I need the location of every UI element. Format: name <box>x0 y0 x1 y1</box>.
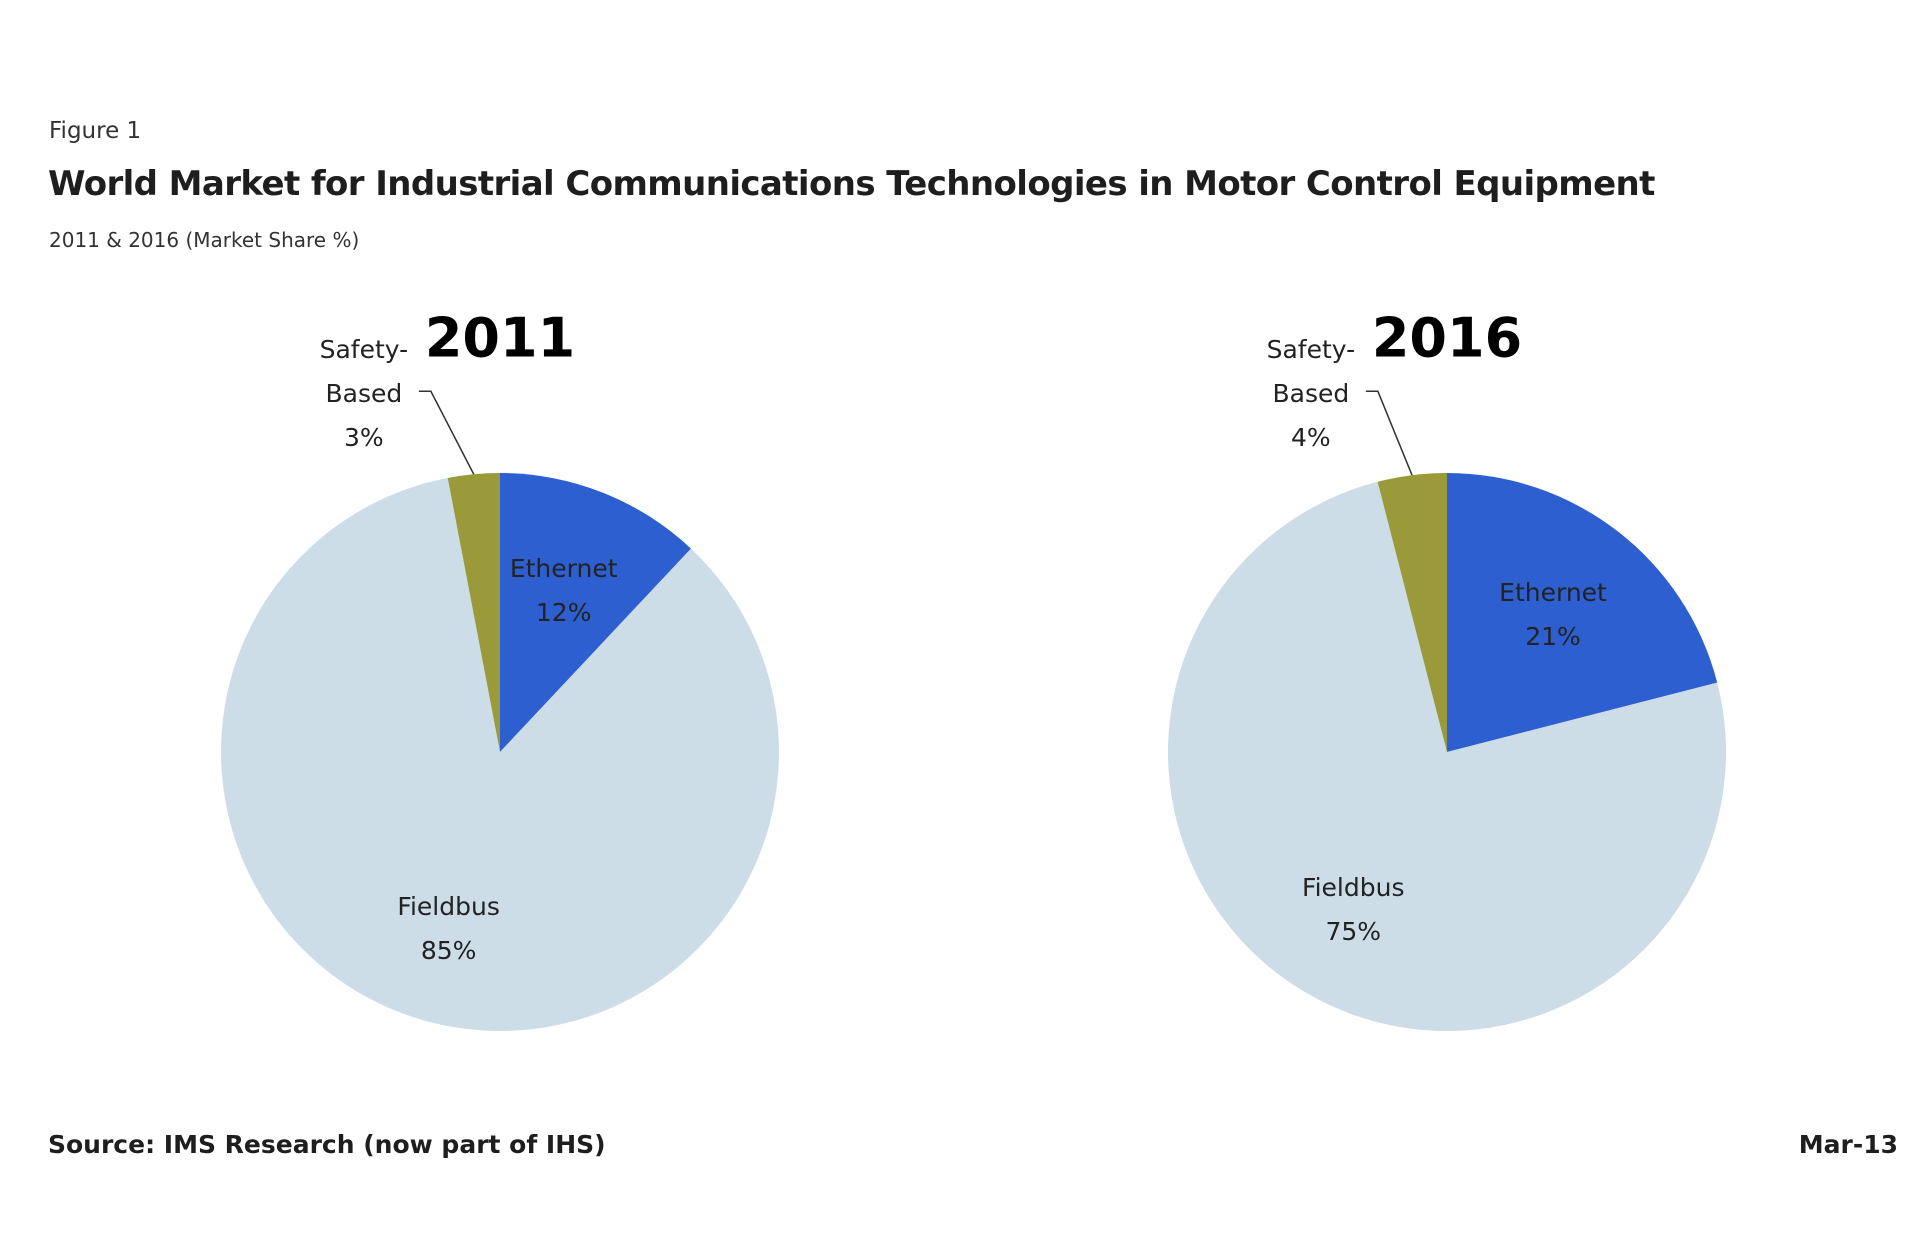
slice-value: 75% <box>1325 917 1382 947</box>
slice-label: Safety-Based 3% <box>309 328 419 460</box>
slice-value: 3% <box>344 423 384 453</box>
slice-value: 12% <box>535 598 592 628</box>
subtitle: 2011 & 2016 (Market Share %) <box>49 228 360 252</box>
slice-name: Ethernet <box>1499 578 1607 608</box>
leader-line <box>1365 390 1413 476</box>
pie-slice <box>500 473 691 752</box>
slice-name: Safety-Based <box>1266 335 1356 409</box>
slice-label: Ethernet 12% <box>510 547 618 635</box>
figure-label: Figure 1 <box>49 118 142 144</box>
pie-title: 2016 <box>1372 307 1522 370</box>
pie-slice <box>1168 481 1726 1032</box>
slice-label: Safety-Based 4% <box>1256 328 1366 460</box>
slice-label: Fieldbus 85% <box>397 885 499 973</box>
leader-line <box>418 390 475 475</box>
slice-label: Fieldbus 75% <box>1302 866 1404 954</box>
slice-value: 85% <box>420 935 477 965</box>
slice-value: 21% <box>1525 622 1581 652</box>
pie-slice <box>1447 473 1718 752</box>
source: Source: IMS Research (now part of IHS) <box>48 1130 606 1159</box>
slice-label: Ethernet 21% <box>1499 571 1607 659</box>
pie-slice <box>1377 473 1447 752</box>
slice-name: Fieldbus <box>397 891 500 921</box>
pie-title: 2011 <box>425 307 575 370</box>
title: World Market for Industrial Communicatio… <box>48 164 1655 204</box>
date: Mar-13 <box>1798 1130 1898 1159</box>
slice-name: Safety-Based <box>319 335 409 409</box>
slice-name: Ethernet <box>509 554 618 584</box>
slice-value: 4% <box>1291 423 1331 453</box>
pie-slice <box>447 473 500 752</box>
pie-slice <box>221 477 779 1031</box>
slice-name: Fieldbus <box>1302 873 1405 903</box>
